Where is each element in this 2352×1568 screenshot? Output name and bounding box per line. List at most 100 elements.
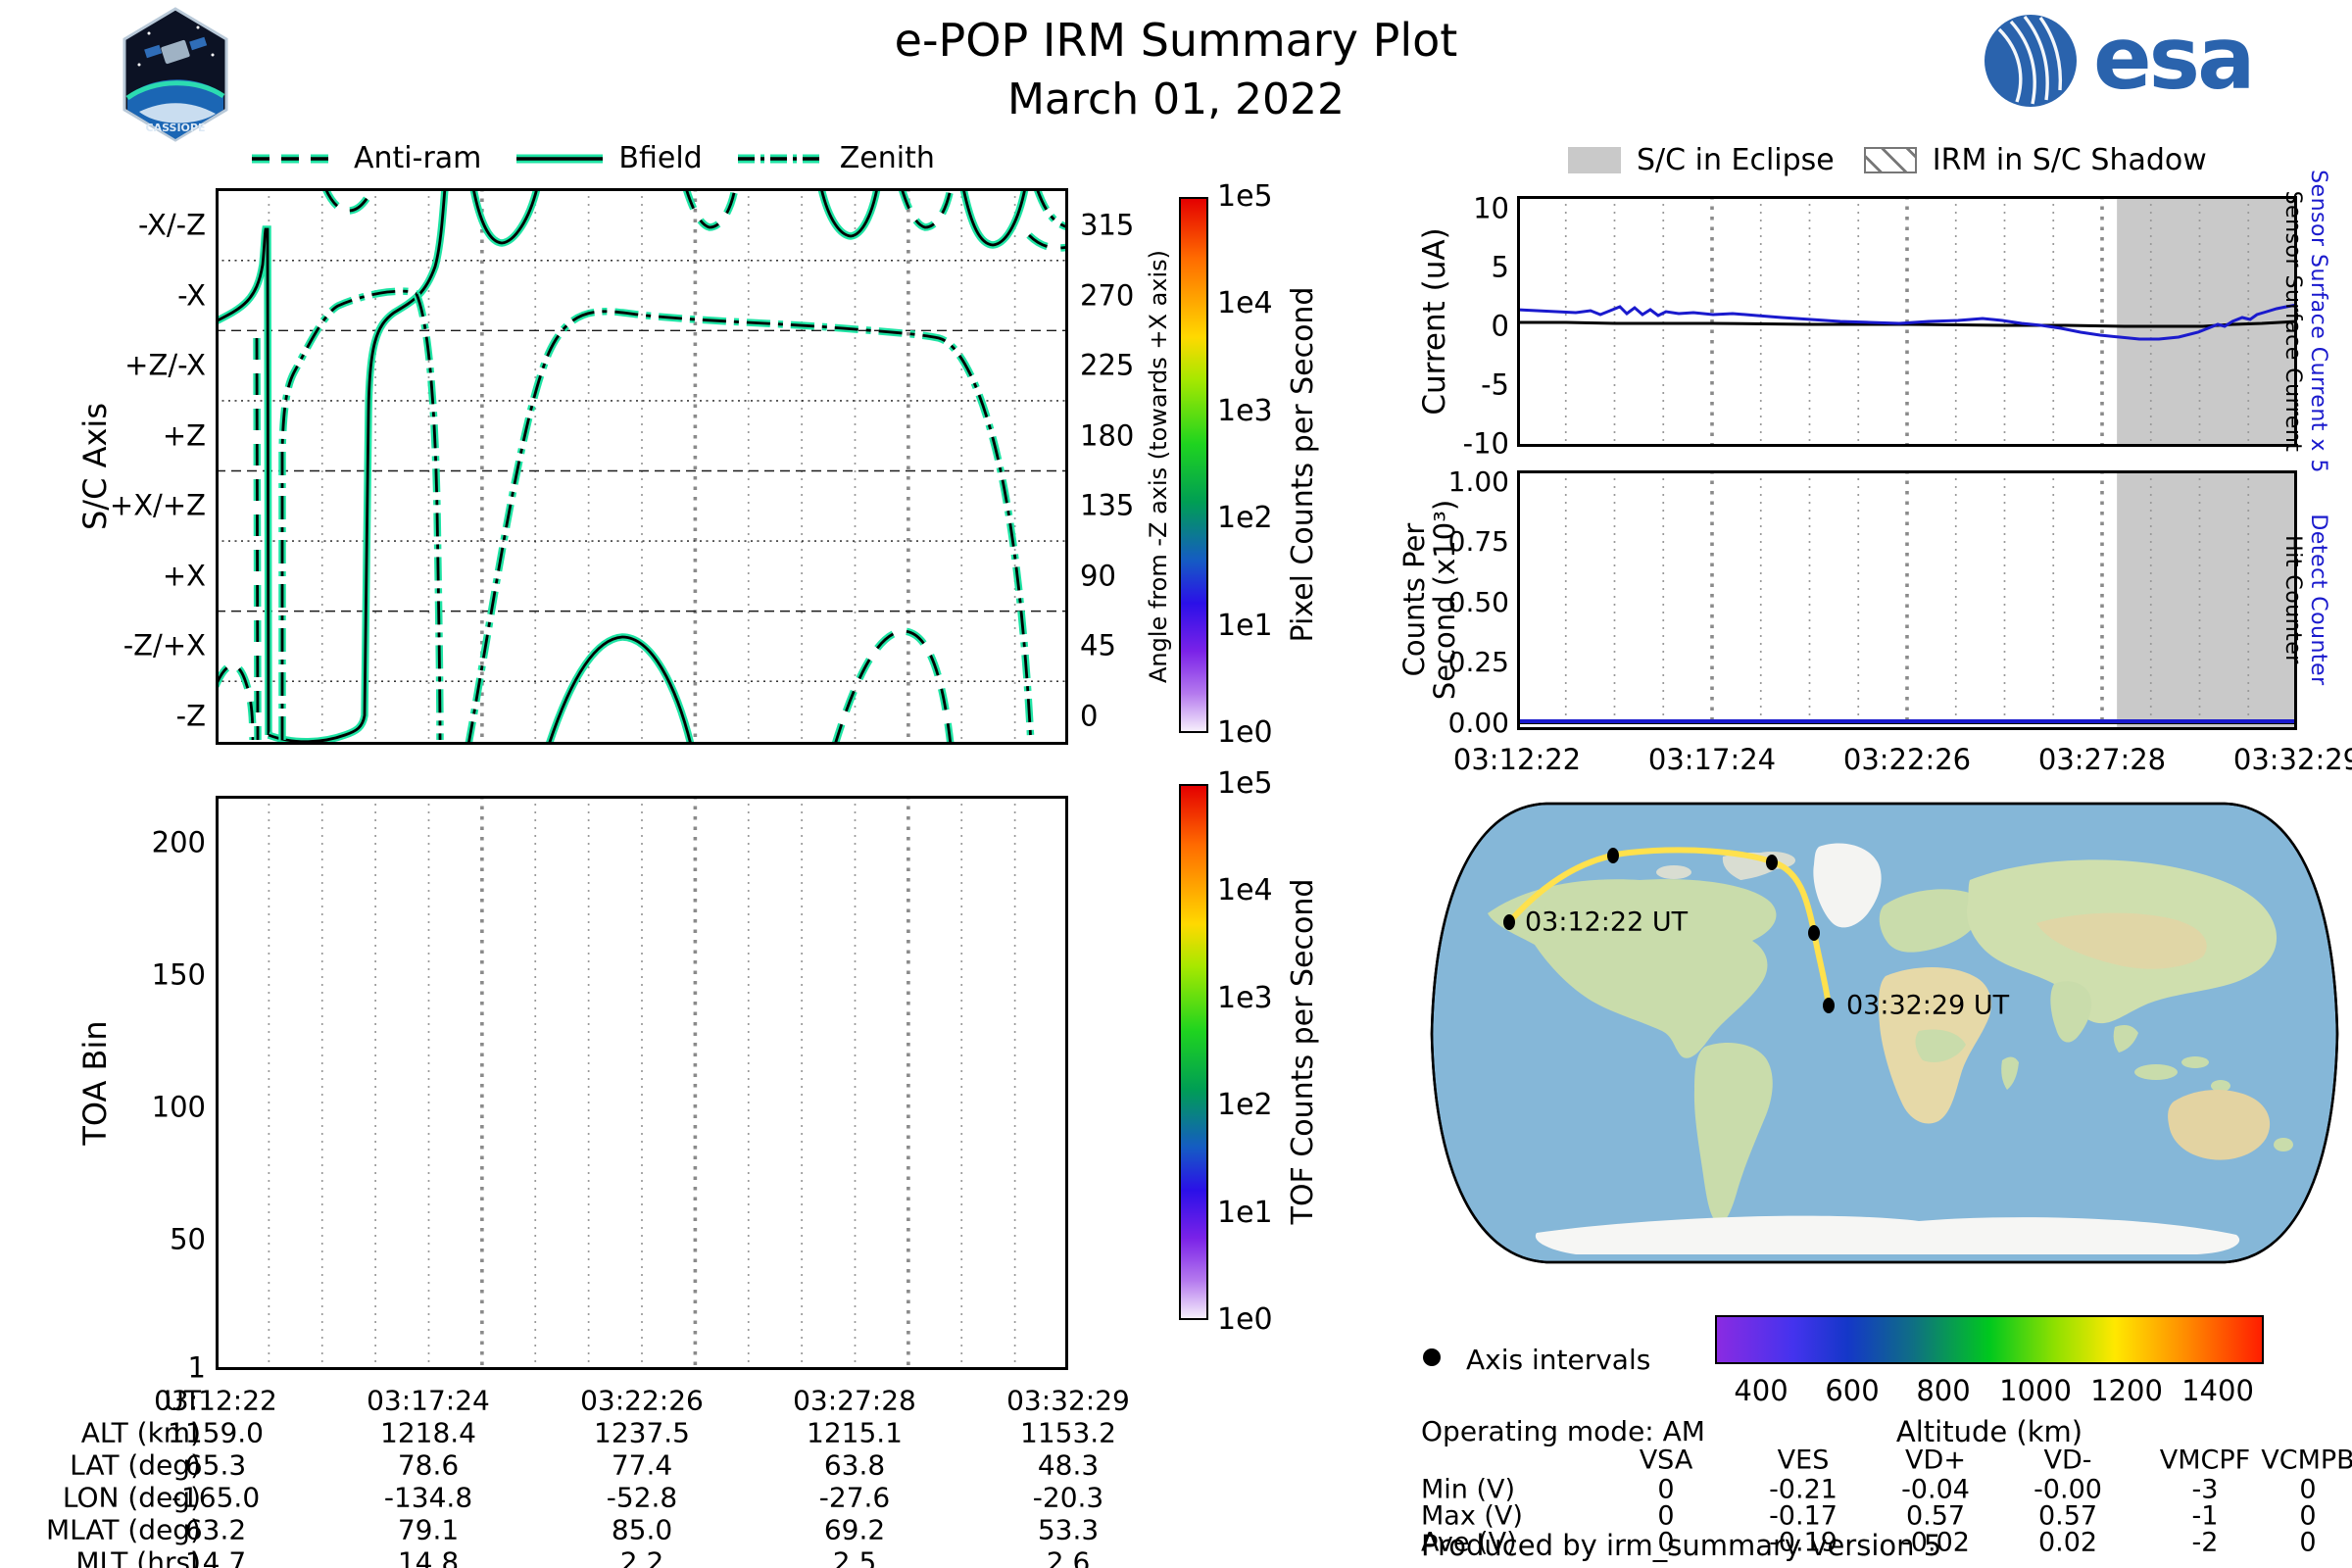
Bfield-curve-core xyxy=(268,188,447,744)
tof-cb-ticks-tick: 1e2 xyxy=(1217,1088,1273,1123)
Bfield-curve-core xyxy=(471,188,539,245)
ephemeris-value: 78.6 xyxy=(397,1448,460,1482)
sc-left-labels-tick: -Z/+X xyxy=(122,628,206,662)
ephemeris-value: 2.2 xyxy=(619,1545,664,1568)
voltage-column-header: VD+ xyxy=(1905,1445,1966,1476)
cnt-left-labels-tick: 0.50 xyxy=(1447,586,1509,618)
tof-cb-ticks-tick: 1e3 xyxy=(1217,980,1273,1015)
Anti-ram-curve-core xyxy=(684,188,737,229)
ephemeris-value: 1159.0 xyxy=(168,1416,264,1449)
ephemeris-value: 48.3 xyxy=(1037,1448,1100,1482)
ephemeris-value: 79.1 xyxy=(397,1513,460,1546)
sensor-current-plot xyxy=(1517,196,2297,447)
voltage-value: -1 xyxy=(2191,1500,2219,1532)
ephemeris-value: 03:27:28 xyxy=(793,1384,916,1417)
sc-right-labels-tick: 135 xyxy=(1080,488,1135,522)
track-end-label: 03:32:29 UT xyxy=(1846,990,2010,1021)
Zenith-curve-core xyxy=(415,293,442,741)
orbit-track xyxy=(1503,847,1835,1013)
altitude-tick: 1400 xyxy=(2181,1374,2254,1407)
voltage-value: 0.57 xyxy=(1905,1500,1966,1532)
time-tick: 03:32:29 xyxy=(2232,743,2352,776)
ephemeris-value: 2.6 xyxy=(1046,1545,1091,1568)
toa-bin-plot xyxy=(216,796,1068,1370)
legend-label-antiram: Anti-ram xyxy=(354,141,482,175)
current-tick-labels: 10 5 0 -5 -10 xyxy=(1448,194,1509,458)
cur-left-labels-tick: -5 xyxy=(1481,368,1509,402)
esa-wordmark: esa xyxy=(2093,8,2255,109)
toa-left-labels-tick: 100 xyxy=(151,1090,206,1124)
zenith-dashdot-line-sample xyxy=(737,154,824,163)
altitude-tick: 600 xyxy=(1825,1374,1880,1407)
ground-track-map xyxy=(1430,802,2339,1264)
ephemeris-value: 65.3 xyxy=(184,1448,247,1482)
pixel-cb-ticks-tick: 1e0 xyxy=(1217,715,1273,750)
altitude-tick: 400 xyxy=(1734,1374,1788,1407)
antiram-dashed-line-sample xyxy=(252,154,338,163)
altitude-tick: 1200 xyxy=(2090,1374,2163,1407)
sc-right-labels-tick: 315 xyxy=(1080,208,1135,242)
cnt-left-labels-tick: 0.25 xyxy=(1447,646,1509,678)
sc-left-labels-tick: -X/-Z xyxy=(138,208,206,242)
page-date: March 01, 2022 xyxy=(1006,74,1346,124)
map-land xyxy=(1488,843,2293,1254)
legend-item-zenith: Zenith xyxy=(736,141,935,175)
sc-left-labels-tick: +X xyxy=(162,559,206,593)
ephemeris-value: -165.0 xyxy=(171,1481,261,1514)
pixel-colorbar xyxy=(1179,197,1208,733)
tof-colorbar xyxy=(1179,784,1208,1320)
Zenith-curve xyxy=(465,308,1035,745)
sc-left-labels-tick: -Z xyxy=(175,699,206,733)
eclipse-label: S/C in Eclipse xyxy=(1637,143,1835,177)
sc-right-labels-tick: 45 xyxy=(1080,628,1116,662)
altitude-tick: 1000 xyxy=(1999,1374,2072,1407)
ephemeris-value: 69.2 xyxy=(823,1513,886,1546)
ephemeris-value: 14.8 xyxy=(397,1545,460,1568)
page-title: e-POP IRM Summary Plot xyxy=(894,14,1458,67)
tof-colorbar-label: TOF Counts per Second xyxy=(1286,878,1320,1225)
sensor-current-label-black: Sensor Surface Current xyxy=(2280,190,2305,453)
esa-logo-disc xyxy=(1984,15,2077,107)
Bfield-curve-core xyxy=(961,188,1027,247)
legend-label-bfield: Bfield xyxy=(618,141,703,175)
shadow-hatch-swatch xyxy=(1863,147,1917,173)
operating-mode-text: Operating mode: AM xyxy=(1421,1415,1705,1447)
ephemeris-value: 63.8 xyxy=(823,1448,886,1482)
ephemeris-value: 85.0 xyxy=(611,1513,673,1546)
tof-colorbar-ticks: 1e5 1e4 1e3 1e2 1e1 1e0 xyxy=(1217,769,1286,1335)
toa-left-labels-tick: 50 xyxy=(170,1222,206,1256)
ephemeris-row-label: MLAT (deg) xyxy=(45,1513,201,1546)
ephemeris-value: 63.2 xyxy=(184,1513,247,1546)
pixel-cb-ticks-tick: 1e3 xyxy=(1217,393,1273,428)
sc-axis-plot xyxy=(216,188,1068,745)
axis-intervals-label: Axis intervals xyxy=(1466,1344,1651,1376)
voltage-value: -0.17 xyxy=(1769,1500,1838,1532)
altitude-tick: 800 xyxy=(1916,1374,1971,1407)
voltage-value: -0.21 xyxy=(1769,1474,1838,1505)
Anti-ram-curve-core xyxy=(216,663,255,741)
footer-text: Produced by irm_summary version 5 xyxy=(1421,1529,1942,1562)
cnt-left-labels-tick: 0.00 xyxy=(1447,707,1509,739)
sc-right-labels-tick: 180 xyxy=(1080,418,1135,453)
voltage-row-label: Max (V) xyxy=(1421,1500,1523,1532)
patch-satellite xyxy=(161,39,190,65)
tof-cb-ticks-tick: 1e0 xyxy=(1217,1302,1273,1337)
sc-axis-legend: Anti-ram Bfield Zenith xyxy=(250,141,935,175)
ephemeris-row-label: LAT (deg) xyxy=(70,1448,201,1482)
detect-counter-label: Detect Counter xyxy=(2306,514,2330,686)
voltage-value: 0 xyxy=(2299,1527,2317,1558)
pixel-colorbar-label: Pixel Counts per Second xyxy=(1286,286,1320,643)
time-tick: 03:12:22 xyxy=(1452,743,1582,776)
ephemeris-value: 14.7 xyxy=(184,1545,247,1568)
toa-left-labels-tick: 200 xyxy=(151,825,206,859)
voltage-value: -0.19 xyxy=(1769,1527,1838,1558)
ephemeris-value: 1215.1 xyxy=(807,1416,903,1449)
voltage-column-header: VD- xyxy=(2043,1445,2092,1476)
voltage-column-header: VSA xyxy=(1639,1445,1693,1476)
angle-tick-labels: 315 270 225 180 135 90 45 0 xyxy=(1080,188,1168,745)
voltage-column-header: VCMPB xyxy=(2261,1445,2352,1476)
Anti-ram-curve xyxy=(253,337,262,741)
Anti-ram-curve-core xyxy=(1028,233,1068,250)
hit-counter-label: Hit Counter xyxy=(2280,535,2305,664)
